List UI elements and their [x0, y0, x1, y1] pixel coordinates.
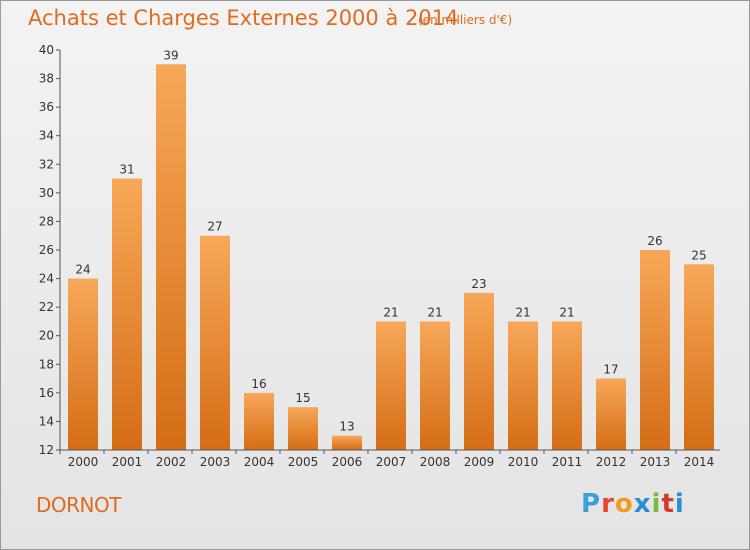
logo-letter: P — [581, 489, 602, 519]
y-tick-label-16: 16 — [39, 386, 54, 400]
x-tick-label-2000: 2000 — [68, 455, 99, 469]
y-tick-label-38: 38 — [39, 72, 54, 86]
y-tick-label-36: 36 — [39, 100, 54, 114]
y-tick-label-34: 34 — [39, 129, 54, 143]
x-tick-label-2006: 2006 — [332, 455, 363, 469]
bar-2010 — [508, 321, 538, 450]
x-tick-label-2014: 2014 — [684, 455, 715, 469]
y-tick-label-12: 12 — [39, 443, 54, 457]
y-tick-label-24: 24 — [39, 272, 54, 286]
y-tick-label-28: 28 — [39, 214, 54, 228]
bar-2005 — [288, 407, 318, 450]
value-label-2014: 25 — [691, 248, 706, 262]
value-label-2000: 24 — [75, 263, 90, 277]
x-tick-label-2011: 2011 — [552, 455, 583, 469]
bar-2008 — [420, 321, 450, 450]
value-label-2007: 21 — [383, 305, 398, 319]
bar-2001 — [112, 178, 142, 451]
bar-2004 — [244, 392, 274, 450]
bar-2006 — [332, 435, 362, 450]
bar-2007 — [376, 321, 406, 450]
value-label-2004: 16 — [251, 377, 266, 391]
x-tick-label-2005: 2005 — [288, 455, 319, 469]
value-label-2011: 21 — [559, 305, 574, 319]
bar-2014 — [684, 264, 714, 450]
value-label-2002: 39 — [163, 48, 178, 62]
x-tick-label-2008: 2008 — [420, 455, 451, 469]
chart-subtitle: (en milliers d'€) — [418, 13, 513, 27]
y-tick-label-30: 30 — [39, 186, 54, 200]
logo-letter: x — [633, 489, 652, 519]
x-tick-label-2007: 2007 — [376, 455, 407, 469]
x-tick-label-2013: 2013 — [640, 455, 671, 469]
logo-letter: t — [661, 489, 675, 519]
bar-2003 — [200, 235, 230, 450]
value-label-2008: 21 — [427, 305, 442, 319]
logo-letter: i — [651, 489, 662, 519]
x-tick-label-2004: 2004 — [244, 455, 275, 469]
proxiti-logo[interactable]: Proxiti — [581, 489, 685, 519]
bar-2002 — [156, 64, 186, 451]
value-label-2013: 26 — [647, 234, 662, 248]
value-label-2001: 31 — [119, 163, 134, 177]
chart-title: Achats et Charges Externes 2000 à 2014 — [28, 6, 459, 30]
bar-2013 — [640, 250, 670, 450]
bar-2000 — [68, 278, 98, 450]
value-label-2012: 17 — [603, 363, 618, 377]
value-label-2003: 27 — [207, 220, 222, 234]
bar-2012 — [596, 378, 626, 450]
y-tick-label-26: 26 — [39, 243, 54, 257]
value-label-2005: 15 — [295, 391, 310, 405]
value-label-2010: 21 — [515, 305, 530, 319]
value-label-2009: 23 — [471, 277, 486, 291]
value-label-2006: 13 — [339, 420, 354, 434]
logo-letter: r — [601, 489, 615, 519]
y-tick-label-14: 14 — [39, 414, 54, 428]
bar-2011 — [552, 321, 582, 450]
x-tick-label-2010: 2010 — [508, 455, 539, 469]
logo-letter: o — [614, 489, 634, 519]
y-tick-label-22: 22 — [39, 300, 54, 314]
y-tick-label-20: 20 — [39, 329, 54, 343]
place-name: DORNOT — [36, 493, 121, 517]
x-tick-label-2003: 2003 — [200, 455, 231, 469]
y-tick-label-32: 32 — [39, 157, 54, 171]
x-tick-label-2012: 2012 — [596, 455, 627, 469]
y-tick-label-40: 40 — [39, 43, 54, 57]
logo-letter: i — [674, 489, 685, 519]
y-tick-label-18: 18 — [39, 357, 54, 371]
bar-2009 — [464, 292, 494, 450]
x-tick-label-2002: 2002 — [156, 455, 187, 469]
x-tick-label-2009: 2009 — [464, 455, 495, 469]
x-tick-label-2001: 2001 — [112, 455, 143, 469]
